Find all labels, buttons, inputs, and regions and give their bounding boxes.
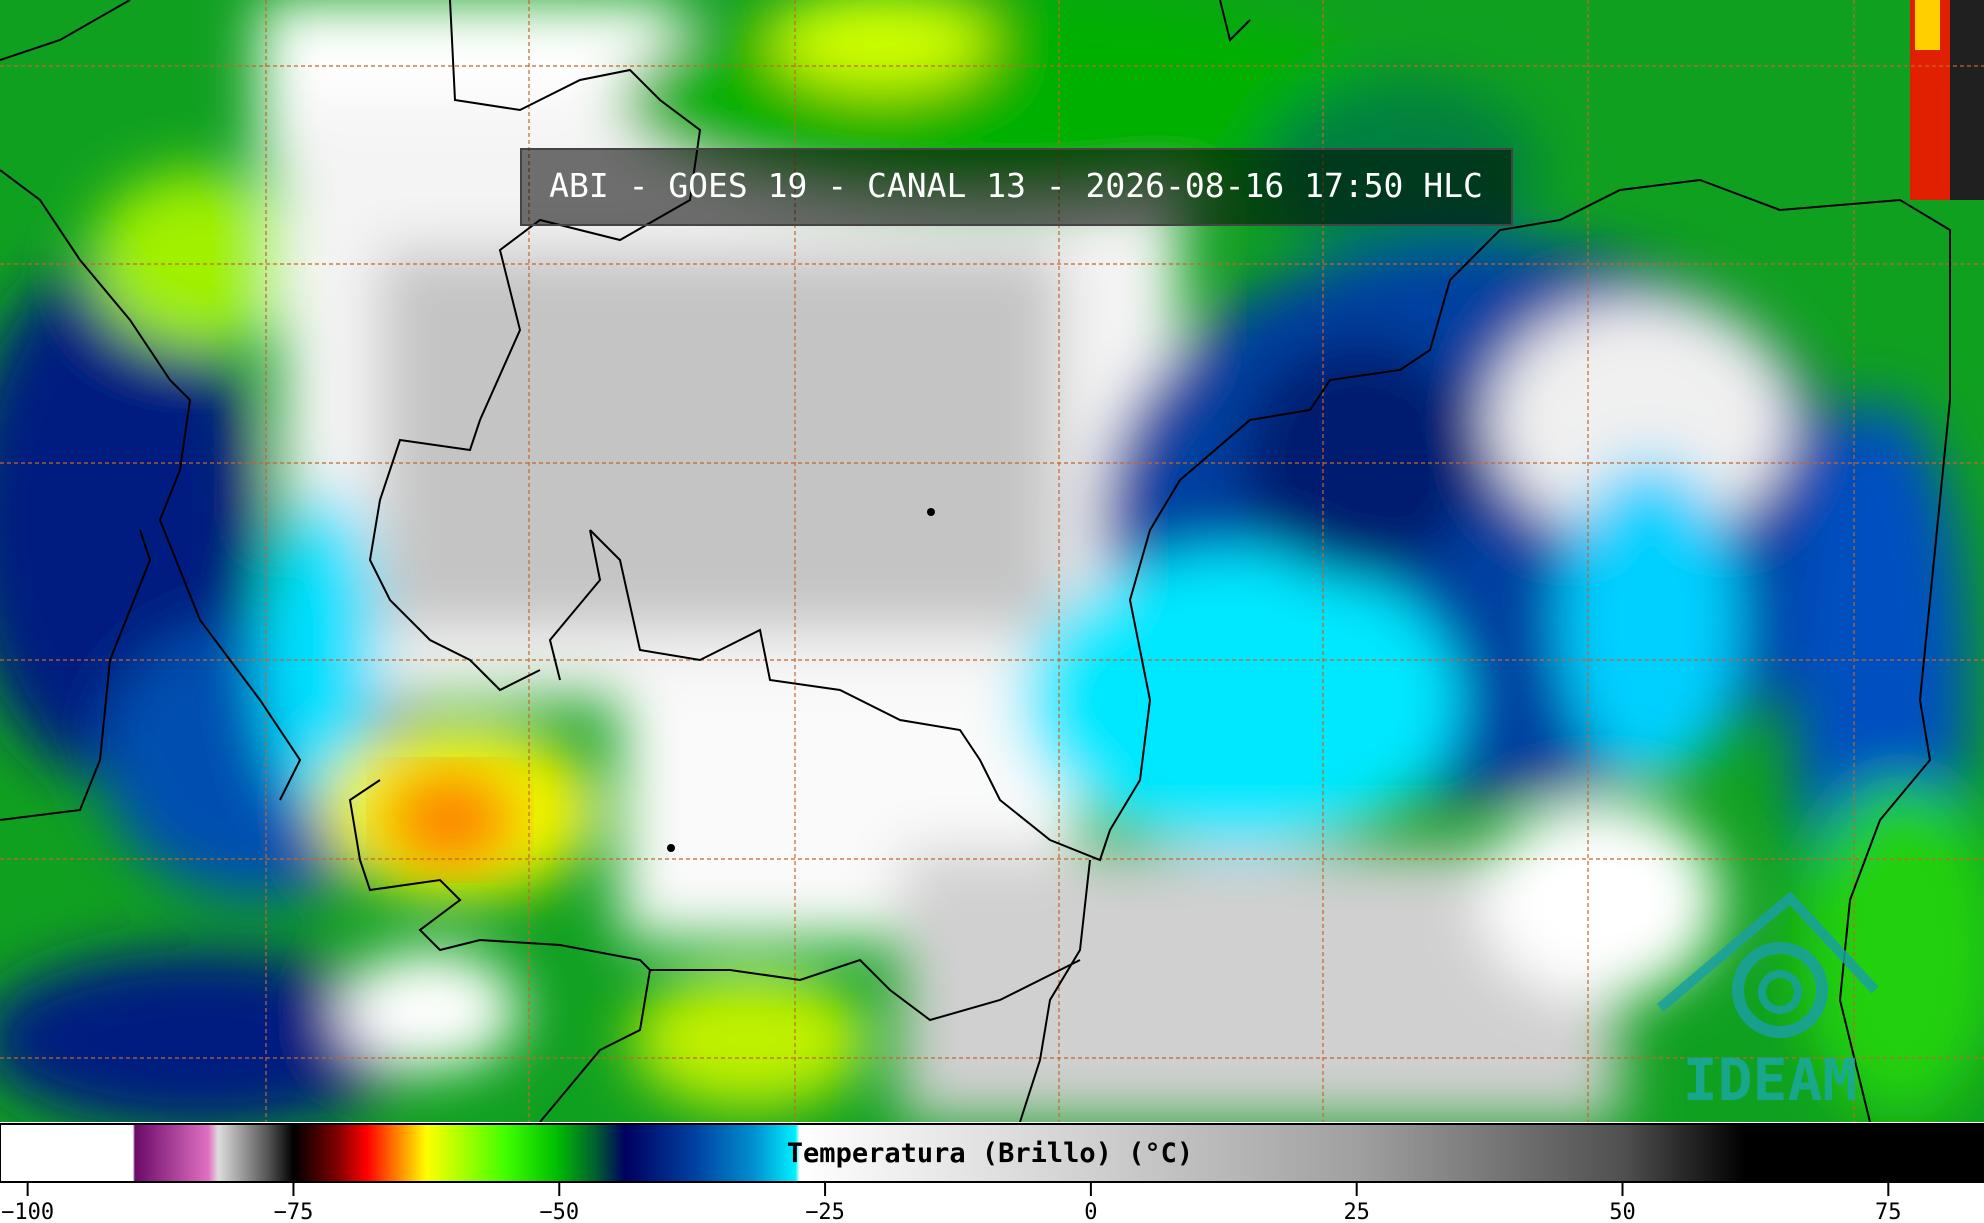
tick-label: −75 <box>274 1200 314 1223</box>
tick-label: −25 <box>805 1200 845 1223</box>
colorbar-label: Temperatura (Brillo) (°C) <box>787 1138 1193 1169</box>
tick-label: 25 <box>1343 1200 1370 1223</box>
graticule <box>0 0 1984 1122</box>
borders <box>0 0 1951 1122</box>
logo-text: IDEAM <box>1683 1046 1858 1114</box>
logo: IDEAM <box>1656 891 1879 1114</box>
colorbar <box>0 1123 1984 1183</box>
title-box: ABI - GOES 19 - CANAL 13 - 2026-08-16 17… <box>520 148 1513 226</box>
tick-label: 75 <box>1875 1200 1902 1223</box>
colorbar-ticks: −100 −75 −50 −25 0 25 50 75 <box>1 1182 1902 1223</box>
tick-label: −100 <box>1 1200 54 1223</box>
tick-label: −50 <box>539 1200 579 1223</box>
tick-label: 0 <box>1084 1200 1097 1223</box>
tick-label: 50 <box>1609 1200 1636 1223</box>
title: ABI - GOES 19 - CANAL 13 - 2026-08-16 17… <box>549 166 1483 205</box>
